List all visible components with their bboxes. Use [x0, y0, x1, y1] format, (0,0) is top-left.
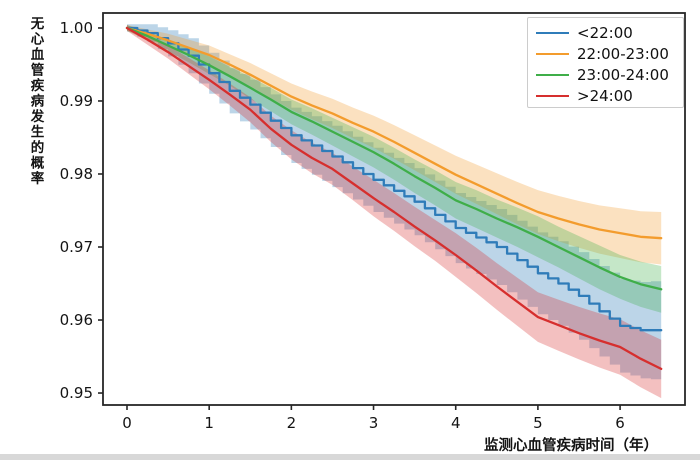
y-tick-label: 0.99 [60, 92, 93, 110]
x-axis-label: 监测心血管疾病时间（年） [484, 438, 658, 454]
x-tick-label: 6 [615, 414, 625, 432]
legend-item-gt-2400: >24:00 [536, 85, 683, 106]
y-axis-label: 无心血管疾病发生的概率 [27, 16, 44, 187]
x-tick-label: 2 [287, 414, 297, 432]
ci-band-2200-2300 [127, 25, 662, 265]
x-tick-label: 0 [122, 414, 132, 432]
x-tick-label: 3 [369, 414, 379, 432]
legend-label: <22:00 [577, 23, 633, 42]
legend-line-swatch [536, 52, 569, 55]
axes [98, 12, 686, 410]
x-tick-label: 1 [204, 414, 214, 432]
curve-2200-2300 [125, 26, 663, 240]
legend: <22:00 22:00-23:00 23:00-24:00 >24:00 [527, 17, 684, 108]
y-tick-label: 0.96 [60, 311, 93, 329]
legend-item-2200-2300: 22:00-23:00 [536, 43, 683, 64]
y-tick-label: 0.97 [60, 238, 93, 256]
legend-item-2300-2400: 23:00-24:00 [536, 64, 683, 85]
legend-line-swatch [536, 73, 569, 76]
legend-label: >24:00 [577, 86, 633, 105]
ci-band-2300-2400 [127, 25, 662, 313]
legend-label: 22:00-23:00 [577, 44, 669, 63]
legend-item-lt-2200: <22:00 [536, 22, 683, 43]
legend-line-swatch [536, 94, 569, 97]
y-tick-label: 0.95 [60, 384, 93, 402]
x-tick-label: 4 [451, 414, 461, 432]
curve-gt-2400 [125, 26, 663, 371]
y-tick-label: 0.98 [60, 165, 93, 183]
curve-2300-2400 [125, 26, 663, 291]
window-bottom-strip [0, 454, 700, 460]
legend-label: 23:00-24:00 [577, 65, 669, 84]
curve-lt-2200 [125, 26, 663, 332]
y-tick-label: 1.00 [60, 19, 93, 37]
tick-labels: 0 1 2 3 4 5 6 1.00 0.99 0.98 0.97 0.96 0.95 [60, 19, 625, 432]
legend-line-swatch [536, 31, 569, 34]
x-tick-label: 5 [533, 414, 543, 432]
survival-curves [125, 26, 663, 371]
